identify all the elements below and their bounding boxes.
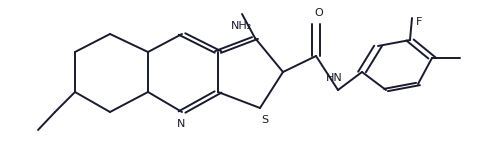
Text: F: F bbox=[416, 17, 422, 27]
Text: S: S bbox=[261, 115, 269, 125]
Text: HN: HN bbox=[326, 73, 342, 83]
Text: NH₂: NH₂ bbox=[231, 20, 252, 31]
Text: O: O bbox=[314, 8, 323, 18]
Text: N: N bbox=[177, 119, 185, 129]
